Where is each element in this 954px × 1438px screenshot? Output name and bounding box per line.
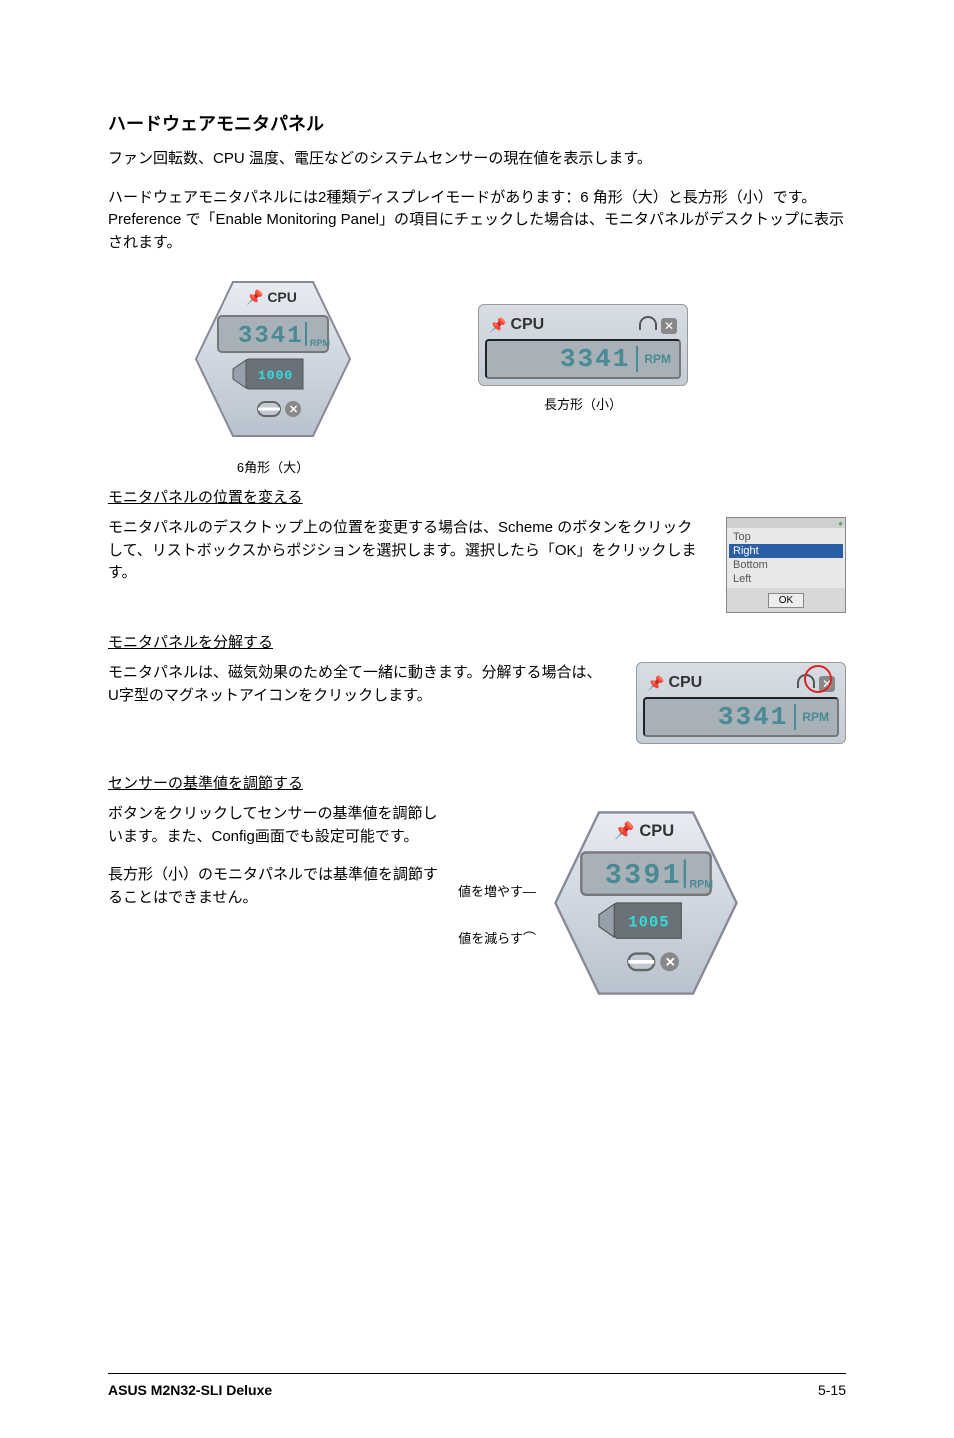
rect-cpu-label: CPU (668, 674, 702, 692)
page-heading: ハードウェアモニタパネル (108, 110, 846, 136)
hexagon-panel-large: 📌 CPU 3341 RPM 1000 ✕ (188, 274, 358, 444)
threshold-panel-value: 3391 (605, 860, 682, 892)
lcd-value: 3341 (718, 702, 788, 732)
close-icon[interactable]: ✕ (661, 318, 677, 334)
footer-page-number: 5-15 (818, 1382, 846, 1398)
hexagon-panel-example: 📌 CPU 3341 RPM 1000 ✕ 6角形（大） (188, 274, 358, 476)
pin-icon: 📌 (647, 675, 664, 692)
svg-text:📌 CPU: 📌 CPU (614, 820, 674, 840)
scheme-item-left[interactable]: Left (729, 572, 843, 586)
rectangle-panel-example: 📌 CPU ✕ 3341 RPM 長方形（小） (478, 304, 688, 413)
threshold-text-1: ボタンをクリックしてセンサーの基準値を調節しいます。また、Config画面でも設… (108, 803, 448, 848)
rectangle-panel-magnet-highlight: 📌 CPU ✕ 3341 RPM (636, 662, 846, 744)
svg-text:✕: ✕ (289, 404, 298, 416)
pin-icon: 📌 (489, 317, 506, 334)
scheme-section-label: モニタパネルの位置を変える (108, 486, 846, 507)
threshold-section-label: センサーの基準値を調節する (108, 772, 846, 793)
detach-text: モニタパネルは、磁気効果のため全て一緒に動きます。分解する場合は、U字型のマグネ… (108, 662, 606, 707)
scheme-item-right[interactable]: Right (729, 544, 843, 558)
popup-close-icon[interactable]: ● (838, 519, 843, 528)
rectangle-panel-small: 📌 CPU ✕ 3341 RPM (478, 304, 688, 386)
scheme-text: モニタパネルのデスクトップ上の位置を変更する場合は、Scheme のボタンをクリ… (108, 517, 706, 585)
lcd-display: 3341 RPM (643, 697, 839, 737)
page-footer: ASUS M2N32-SLI Deluxe 5-15 (0, 1373, 954, 1398)
lcd-display: 3341 RPM (485, 339, 681, 379)
threshold-panel-threshold: 1005 (628, 914, 669, 932)
footer-product: ASUS M2N32-SLI Deluxe (108, 1382, 272, 1398)
hex-caption: 6角形（大） (188, 457, 358, 476)
magnet-icon[interactable] (797, 674, 815, 688)
magnet-icon[interactable] (639, 316, 657, 330)
hex-value: 3341 (238, 323, 304, 350)
lcd-unit: RPM (644, 352, 671, 366)
scheme-item-bottom[interactable]: Bottom (729, 558, 843, 572)
intro-text-1: ファン回転数、CPU 温度、電圧などのシステムセンサーの現在値を表示します。 (108, 148, 846, 171)
close-icon[interactable]: ✕ (819, 676, 835, 692)
scheme-list: Top Right Bottom Left (727, 528, 845, 588)
rect-cpu-label: CPU (510, 316, 544, 334)
scheme-ok-button[interactable]: OK (768, 593, 804, 608)
increase-label: 値を増やす— (458, 881, 536, 900)
hex-cpu-label: 📌 CPU (246, 288, 297, 306)
scheme-item-top[interactable]: Top (729, 530, 843, 544)
scheme-popup: ● Top Right Bottom Left OK (726, 517, 846, 613)
hex-threshold: 1000 (258, 368, 293, 383)
threshold-text-2: 長方形（小）のモニタパネルでは基準値を調節することはできません。 (108, 864, 448, 909)
hex-unit: RPM (310, 338, 330, 348)
lcd-unit: RPM (802, 710, 829, 724)
hexagon-panel-threshold: 📌 CPU 3391 RPM 1005 ✕ (546, 803, 746, 1003)
svg-text:RPM: RPM (690, 879, 714, 891)
decrease-label: 値を減らす⌒ (458, 928, 536, 947)
intro-text-2: ハードウェアモニタパネルには2種類ディスプレイモードがあります：6 角形（大）と… (108, 187, 846, 255)
svg-text:✕: ✕ (665, 955, 676, 970)
lcd-value: 3341 (560, 344, 630, 374)
display-mode-examples: 📌 CPU 3341 RPM 1000 ✕ 6角形（大） 📌 (108, 274, 846, 476)
detach-section-label: モニタパネルを分解する (108, 631, 846, 652)
rect-caption: 長方形（小） (478, 394, 688, 413)
